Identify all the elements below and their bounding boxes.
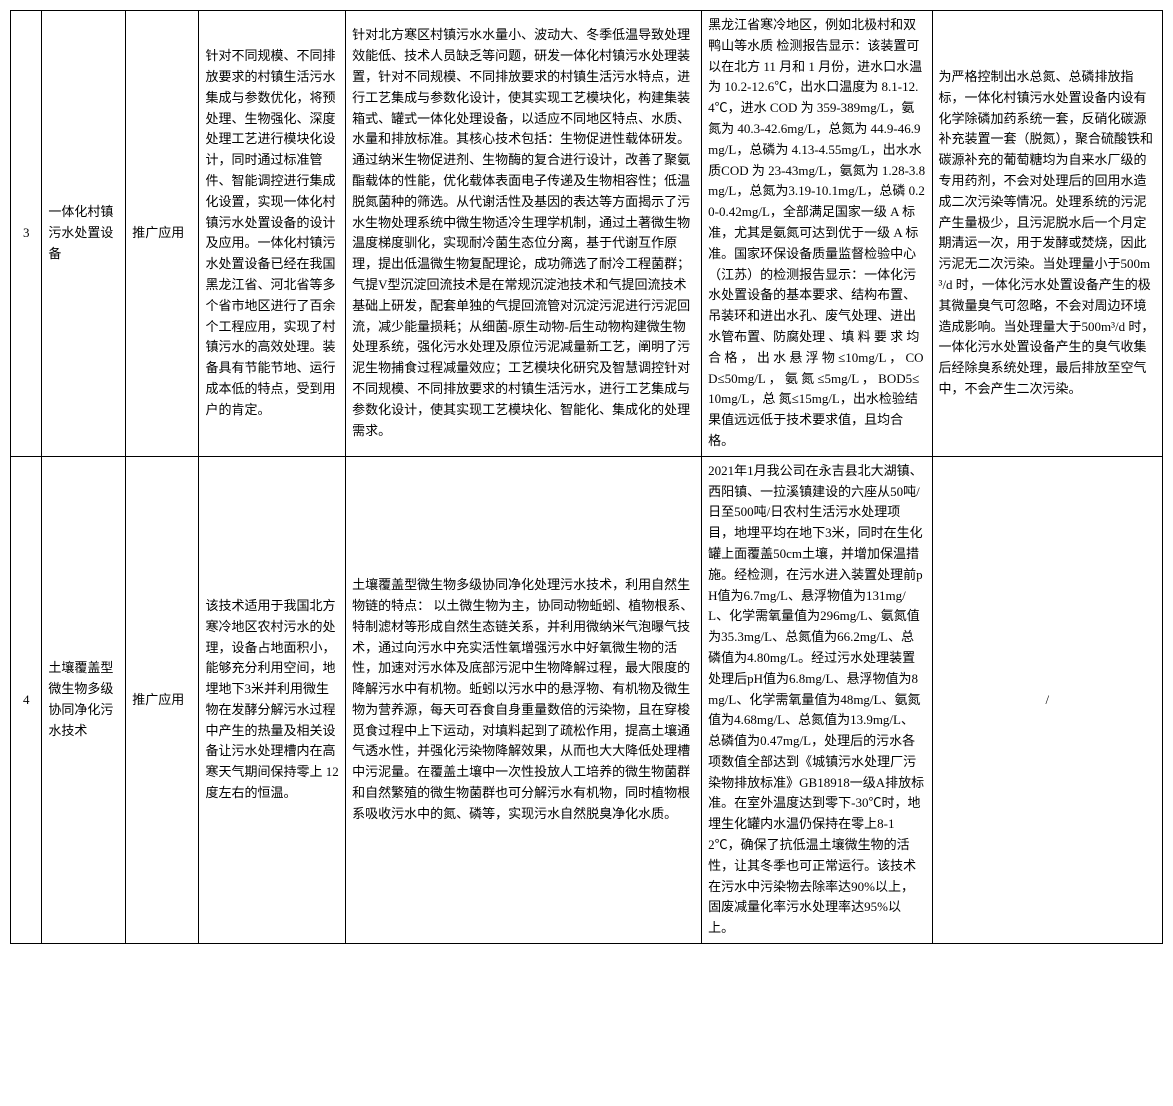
table-row: 3 一体化村镇污水处置设备 推广应用 针对不同规模、不同排放要求的村镇生活污水集… [11,11,1163,457]
results-cell: 2021年1月我公司在永吉县北大湖镇、西阳镇、一拉溪镇建设的六座从50吨/日至5… [702,456,932,943]
table-row: 4 土壤覆盖型微生物多级协同净化污水技术 推广应用 该技术适用于我国北方寒冷地区… [11,456,1163,943]
summary-cell: 该技术适用于我国北方寒冷地区农村污水的处理，设备占地面积小，能够充分利用空间，地… [199,456,346,943]
data-table: 3 一体化村镇污水处置设备 推广应用 针对不同规模、不同排放要求的村镇生活污水集… [10,10,1163,944]
row-number-cell: 3 [11,11,42,457]
summary-cell: 针对不同规模、不同排放要求的村镇生活污水集成与参数优化，将预处理、生物强化、深度… [199,11,346,457]
notes-cell: 为严格控制出水总氮、总磷排放指标，一体化村镇污水处置设备内设有化学除磷加药系统一… [932,11,1162,457]
tech-name-cell: 土壤覆盖型微生物多级协同净化污水技术 [42,456,126,943]
table-body: 3 一体化村镇污水处置设备 推广应用 针对不同规模、不同排放要求的村镇生活污水集… [11,11,1163,944]
row-number-cell: 4 [11,456,42,943]
category-cell: 推广应用 [126,11,199,457]
tech-name-cell: 一体化村镇污水处置设备 [42,11,126,457]
results-cell: 黑龙江省寒冷地区，例如北极村和双鸭山等水质 检测报告显示：该装置可以在北方 11… [702,11,932,457]
detail-cell: 针对北方寒区村镇污水水量小、波动大、冬季低温导致处理效能低、技术人员缺乏等问题，… [346,11,702,457]
notes-cell: / [932,456,1162,943]
detail-cell: 土壤覆盖型微生物多级协同净化处理污水技术，利用自然生物链的特点： 以土微生物为主… [346,456,702,943]
category-cell: 推广应用 [126,456,199,943]
